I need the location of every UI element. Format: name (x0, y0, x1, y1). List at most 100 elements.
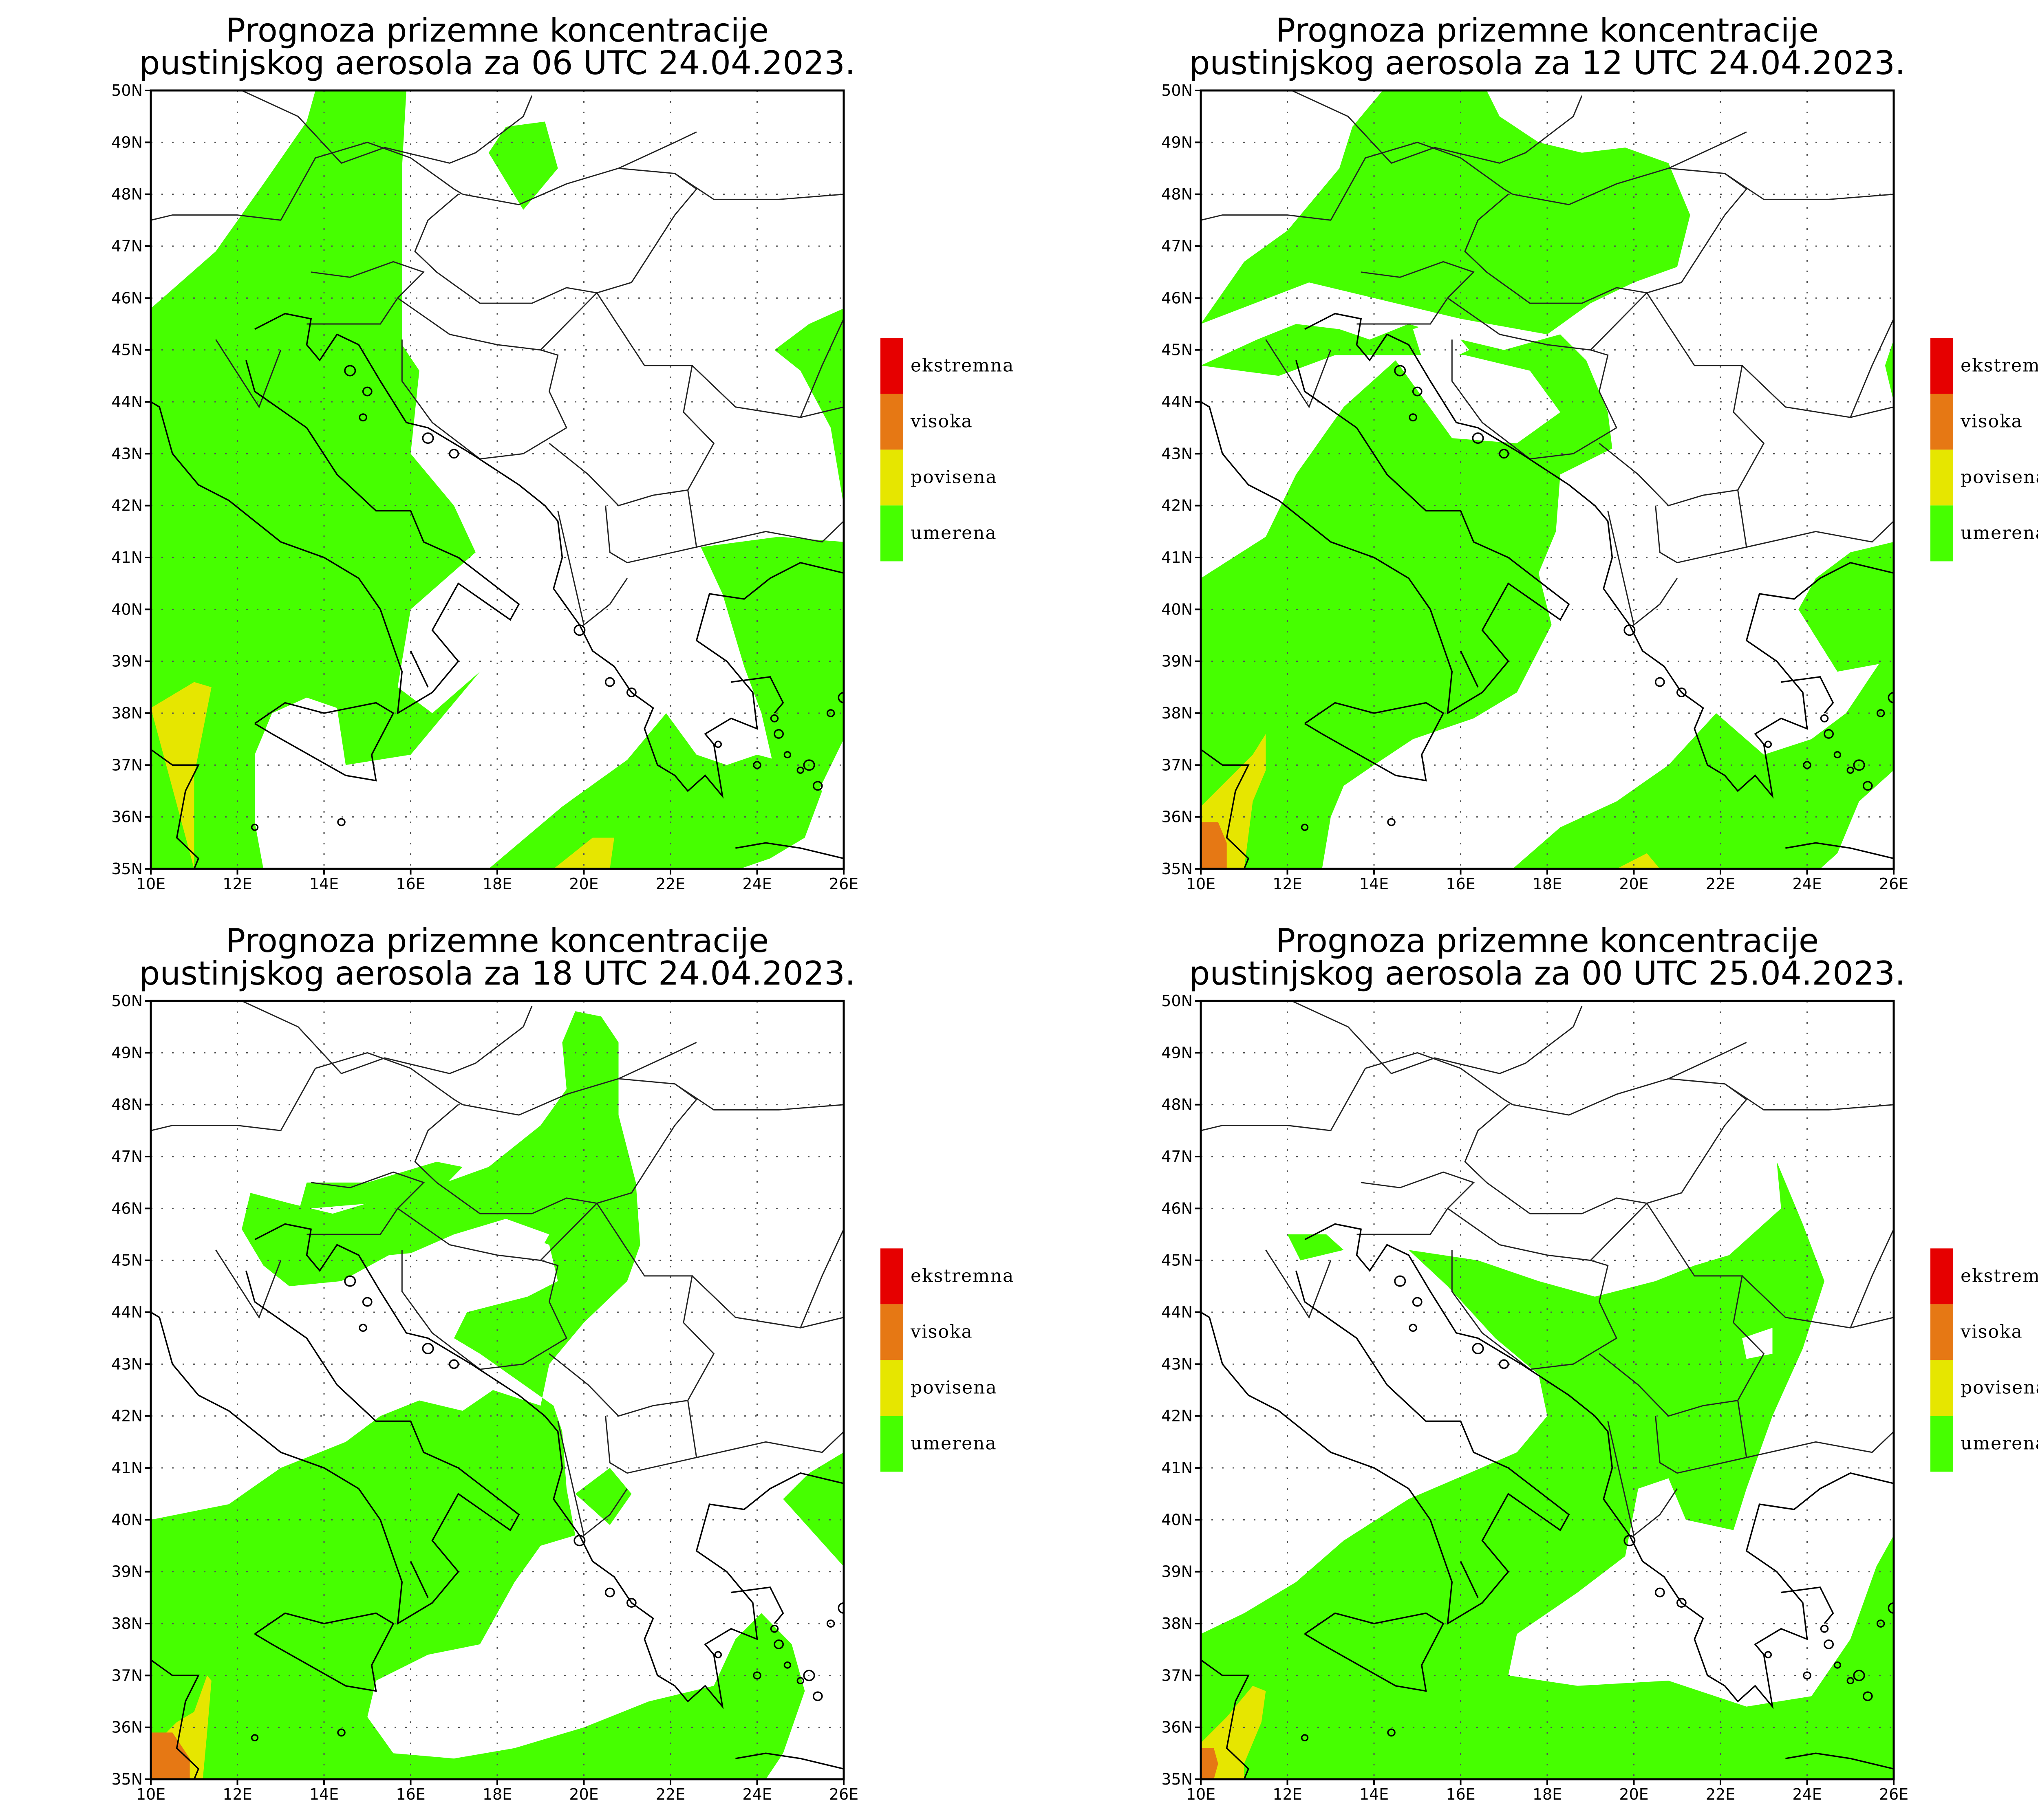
island (1803, 761, 1811, 769)
island (803, 759, 815, 771)
country-border (241, 1001, 533, 1075)
y-tick-label: 42N (111, 1407, 143, 1425)
y-tick-label: 40N (111, 600, 143, 618)
map-area (151, 90, 844, 869)
forecast-panel: Prognoza prizemne koncentracijepustinjsk… (111, 11, 1013, 893)
island (753, 761, 761, 769)
x-tick-label: 20E (1619, 1785, 1648, 1803)
povisena-region (151, 682, 212, 869)
y-tick-label: 41N (1161, 549, 1193, 566)
map-area (1201, 1001, 1894, 1779)
coastline (410, 650, 429, 688)
umerena-region (783, 1452, 844, 1567)
y-tick-label: 35N (111, 860, 143, 878)
y-tick-label: 37N (1161, 1666, 1193, 1684)
y-tick-label: 44N (111, 393, 143, 411)
country-border (1742, 1275, 1894, 1329)
country-border (1201, 1052, 1513, 1131)
map-area (151, 1001, 844, 1779)
x-tick-label: 22E (656, 1785, 685, 1803)
umerena-region (1287, 1234, 1344, 1260)
y-tick-label: 48N (1161, 1096, 1193, 1114)
legend-label: umerena (911, 522, 997, 543)
legend-label: umerena (1961, 1433, 2038, 1454)
island (1862, 781, 1873, 791)
legend: ekstremna visoka povisena umerena (880, 1248, 1013, 1472)
x-tick-label: 10E (1186, 1785, 1215, 1803)
country-border (1291, 90, 1583, 164)
y-tick-label: 39N (111, 1563, 143, 1581)
country-border (151, 1052, 463, 1131)
island (774, 729, 784, 739)
legend-swatch (1930, 1304, 1953, 1360)
umerena-region (488, 121, 558, 210)
island (1824, 1639, 1834, 1649)
coastline (254, 313, 844, 799)
panel-title-line1: Prognoza prizemne koncentracije (1276, 922, 1819, 960)
island (838, 692, 844, 703)
forecast-panel: Prognoza prizemne koncentracijepustinjsk… (1161, 922, 2038, 1803)
island (1499, 1359, 1509, 1369)
legend-label: visoka (910, 411, 973, 432)
povisena-region (554, 837, 614, 869)
x-tick-label: 26E (829, 875, 858, 893)
legend-label: ekstremna (1961, 1265, 2038, 1286)
x-tick-label: 10E (1186, 875, 1215, 893)
island (1676, 1598, 1687, 1608)
country-border (1356, 261, 1475, 325)
legend-swatch (880, 1248, 903, 1304)
legend-swatch (880, 1304, 903, 1360)
x-tick-label: 26E (1879, 1785, 1908, 1803)
island (573, 1535, 586, 1547)
country-border (618, 131, 697, 169)
legend-label: povisena (1961, 1377, 2038, 1398)
island (1846, 767, 1854, 774)
island (1676, 687, 1687, 698)
legend-label: umerena (1961, 522, 2038, 543)
y-tick-label: 35N (111, 1770, 143, 1788)
coastline (254, 1223, 844, 1709)
x-tick-label: 16E (1446, 875, 1475, 893)
island (1472, 1343, 1484, 1355)
coastline (1304, 313, 1894, 799)
coastline (1201, 1270, 1570, 1625)
coastline (410, 1561, 429, 1598)
x-tick-label: 14E (1359, 875, 1389, 893)
x-tick-label: 10E (136, 875, 165, 893)
legend-swatch (880, 505, 903, 562)
country-border (1291, 1001, 1583, 1075)
country-border (618, 1042, 697, 1080)
umerena-region (1201, 324, 1612, 869)
country-border (397, 1208, 567, 1370)
island (337, 1728, 346, 1737)
y-tick-label: 44N (1161, 1303, 1193, 1321)
umerena-region (575, 1468, 632, 1525)
y-tick-label: 45N (1161, 1252, 1193, 1269)
island (449, 1359, 459, 1369)
clear-region (1413, 319, 1469, 371)
y-tick-label: 45N (111, 1252, 143, 1269)
y-tick-label: 49N (1161, 1044, 1193, 1062)
island (1853, 759, 1865, 771)
x-tick-label: 12E (1273, 875, 1302, 893)
x-tick-label: 20E (569, 1785, 598, 1803)
country-border (1668, 1042, 1747, 1080)
x-tick-label: 12E (1273, 1785, 1302, 1803)
panel-title-line1: Prognoza prizemne koncentracije (1276, 11, 1819, 49)
coastline (254, 702, 395, 782)
umerena-region (151, 1011, 805, 1779)
y-tick-label: 39N (111, 652, 143, 670)
y-tick-label: 45N (111, 341, 143, 359)
legend-swatch (1930, 394, 1953, 450)
x-tick-label: 18E (1533, 875, 1562, 893)
country-border (215, 1249, 282, 1319)
clear-region (406, 1218, 549, 1281)
umerena-region (1885, 339, 1894, 402)
legend-swatch (1930, 1360, 1953, 1416)
panel-title-line2: pustinjskog aerosola za 00 UTC 25.04.202… (1189, 954, 1906, 992)
legend: ekstremna visoka povisena umerena (1930, 1248, 2038, 1472)
country-border (307, 261, 425, 325)
y-tick-label: 42N (111, 497, 143, 515)
y-tick-label: 41N (111, 1459, 143, 1477)
coastline (151, 360, 520, 715)
